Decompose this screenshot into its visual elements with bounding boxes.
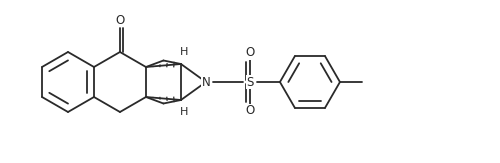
Text: O: O (246, 46, 254, 59)
Text: H: H (180, 47, 188, 57)
Text: N: N (202, 75, 210, 89)
Text: O: O (116, 14, 124, 27)
Text: H: H (180, 107, 188, 117)
Text: S: S (246, 75, 254, 89)
Text: O: O (246, 104, 254, 118)
